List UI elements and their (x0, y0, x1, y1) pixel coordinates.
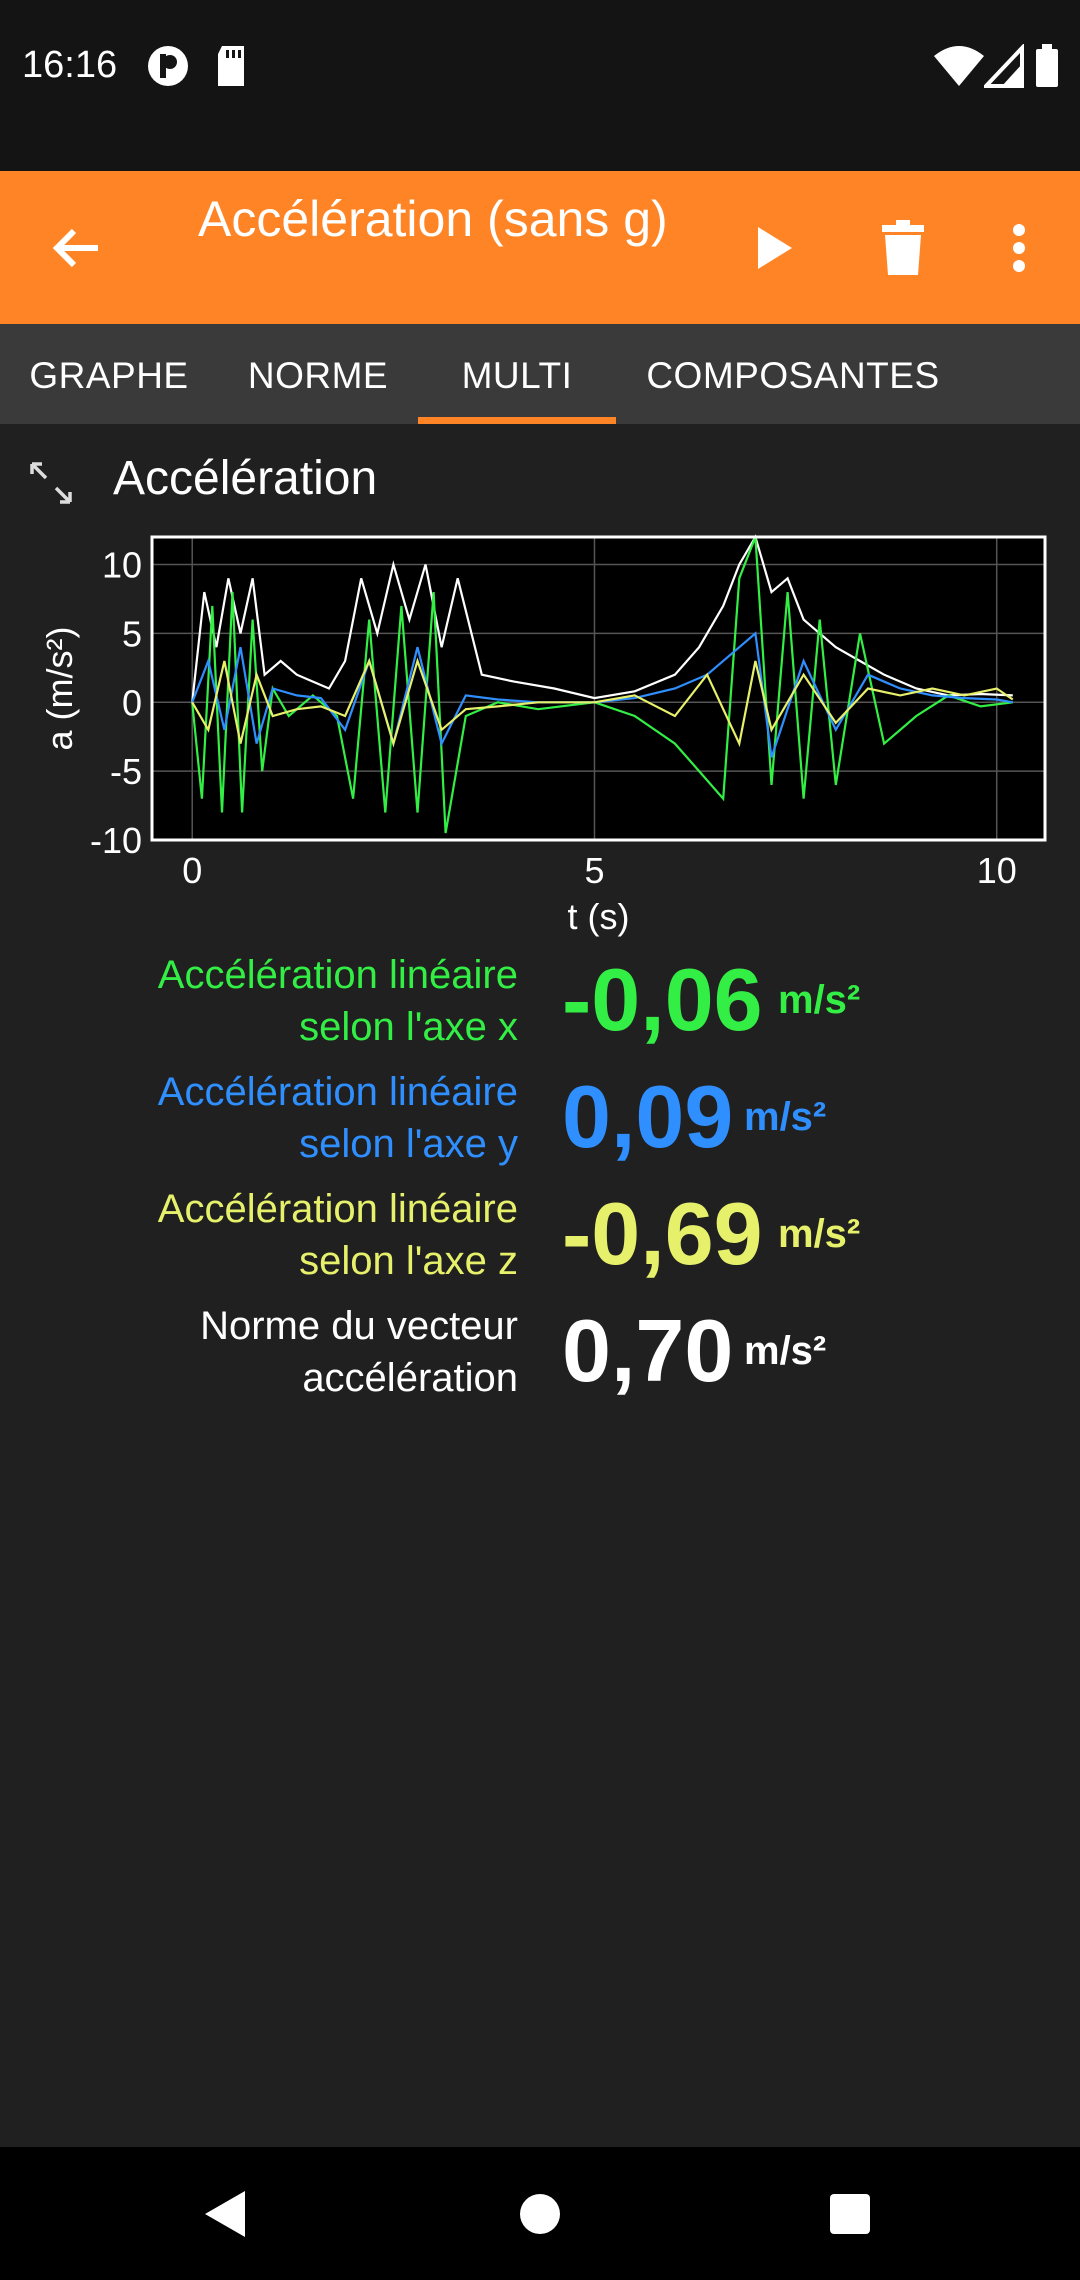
tab-bar: GRAPHE NORME MULTI COMPOSANTES (0, 324, 1080, 424)
back-triangle-icon[interactable] (183, 2171, 269, 2257)
readout-x-label-line1: Accélération linéaire (157, 953, 518, 997)
tab-norme[interactable]: NORME (247, 355, 389, 396)
acceleration-chart[interactable]: -10 -5 0 5 10 0 5 10 t (s) a (m/s²) (0, 525, 1080, 945)
wifi-icon (934, 44, 984, 93)
tab-composantes[interactable]: COMPOSANTES (646, 355, 940, 396)
plot-area (152, 537, 1045, 840)
y-tick-label: 5 (122, 613, 142, 654)
readout-norm-label: Norme du vecteur accélération (80, 1300, 518, 1404)
tab-indicator (418, 417, 616, 424)
readout-y-label-line1: Accélération linéaire (157, 1070, 518, 1114)
x-axis-label: t (s) (568, 896, 630, 937)
readout-z-value: -0,69 (562, 1184, 763, 1283)
app-bar: Accélération (sans g) (0, 171, 1080, 324)
signal-icon (981, 42, 1024, 93)
readout-x-label-line2: selon l'axe x (299, 1005, 518, 1049)
readout-y-label-line2: selon l'axe y (299, 1122, 518, 1166)
back-arrow-icon[interactable] (40, 211, 114, 285)
series-line-0 (191, 534, 1013, 703)
page-title: Accélération (sans g) (198, 191, 668, 247)
readout-z-label: Accélération linéaire selon l'axe z (80, 1183, 518, 1287)
x-tick-label: 10 (977, 850, 1017, 891)
delete-icon[interactable] (866, 211, 940, 285)
home-circle-icon[interactable] (497, 2171, 583, 2257)
battery-icon (1034, 44, 1060, 93)
expand-icon[interactable] (26, 458, 76, 508)
series-line-1 (191, 536, 1013, 834)
readout-x-label: Accélération linéaire selon l'axe x (80, 949, 518, 1053)
readout-z-label-line1: Accélération linéaire (157, 1187, 518, 1231)
readout-y-label: Accélération linéaire selon l'axe y (80, 1066, 518, 1170)
readout-norm-label-line2: accélération (302, 1356, 518, 1400)
readout-y-unit: m/s² (744, 1095, 827, 1139)
play-icon[interactable] (736, 211, 810, 285)
y-tick-label: -5 (110, 751, 142, 792)
status-bar: 16:16 (0, 0, 1080, 171)
readout-z-label-line2: selon l'axe z (299, 1239, 518, 1283)
readout-norm-unit: m/s² (744, 1329, 827, 1373)
tab-multi[interactable]: MULTI (461, 355, 573, 396)
section-title: Accélération (113, 452, 378, 505)
tab-graphe[interactable]: GRAPHE (29, 355, 189, 396)
y-tick-label: 0 (122, 682, 142, 723)
recents-square-icon[interactable] (807, 2171, 893, 2257)
y-tick-label: 10 (102, 545, 142, 586)
readout-x-value: -0,06 (562, 950, 763, 1049)
y-tick-label: -10 (90, 820, 142, 861)
readout-y-value: 0,09 (562, 1067, 734, 1166)
x-tick-label: 5 (584, 850, 604, 891)
x-tick-label: 0 (182, 850, 202, 891)
readout-norm-label-line1: Norme du vecteur (200, 1304, 518, 1348)
readout-norm-value: 0,70 (562, 1301, 734, 1400)
sd-card-icon (214, 44, 248, 93)
media-icon (146, 44, 190, 93)
navigation-bar (0, 2147, 1080, 2280)
more-vert-icon[interactable] (982, 211, 1056, 285)
series-line-3 (191, 657, 1014, 748)
readout-z-unit: m/s² (778, 1212, 861, 1256)
plot-frame (150, 535, 1047, 842)
status-time: 16:16 (22, 44, 118, 86)
readout-x-unit: m/s² (778, 978, 861, 1022)
y-axis-label: a (m/s²) (39, 627, 80, 751)
